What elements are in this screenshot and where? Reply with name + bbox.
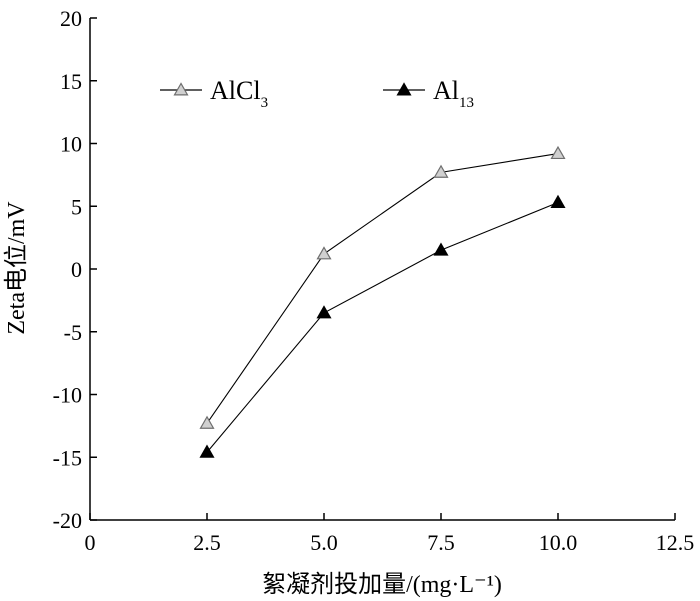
x-axis-ticks: 0 2.5 5.0 7.5 10.0 12.5	[85, 513, 695, 555]
x-tick-label: 7.5	[427, 530, 455, 555]
y-tick-label: 5	[71, 194, 82, 219]
y-axis-label: Zeta电位/mV	[3, 201, 30, 335]
y-tick-label: 0	[71, 257, 82, 282]
x-tick-label: 12.5	[656, 530, 695, 555]
y-tick-label: 10	[60, 132, 82, 157]
legend-item-al13: Al13	[383, 76, 474, 111]
y-axis-ticks: -20 -15 -10 -5 0 5 10 15 20	[53, 6, 97, 533]
data-series	[199, 145, 566, 458]
series-line	[206, 152, 559, 424]
data-point	[550, 145, 566, 160]
legend: AlCl3 Al13	[160, 76, 474, 111]
data-point	[199, 415, 215, 429]
y-tick-label: 20	[60, 6, 82, 31]
x-tick-label: 10.0	[539, 530, 578, 555]
legend-item-alcl3: AlCl3	[160, 76, 268, 111]
series-alcl3	[199, 145, 566, 429]
y-tick-label: -10	[53, 383, 82, 408]
x-tick-label: 2.5	[193, 530, 221, 555]
series-al13	[199, 194, 566, 458]
data-point	[199, 444, 215, 458]
x-tick-label: 0	[85, 530, 96, 555]
y-tick-label: -15	[53, 445, 82, 470]
legend-label: Al13	[433, 76, 474, 111]
series-line	[206, 201, 559, 453]
x-tick-label: 5.0	[310, 530, 338, 555]
x-axis-label: 絮凝剂投加量/(mg·L⁻¹)	[262, 571, 502, 598]
data-point	[316, 246, 332, 260]
y-tick-label: -5	[64, 320, 82, 345]
legend-marker	[173, 82, 189, 96]
legend-marker	[396, 82, 412, 96]
y-tick-label: -20	[53, 508, 82, 533]
data-point	[433, 242, 449, 256]
y-tick-label: 15	[60, 69, 82, 94]
data-point	[316, 305, 332, 319]
legend-label: AlCl3	[210, 76, 268, 111]
data-point	[433, 164, 449, 178]
data-point	[550, 194, 566, 208]
